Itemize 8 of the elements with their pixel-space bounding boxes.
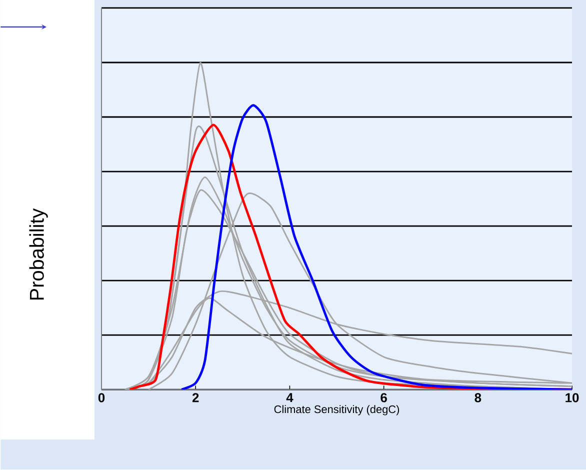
x-tick-label: 4 [286,393,294,402]
x-axis-title: Climate Sensitivity (degC) [274,405,400,416]
y-axis-title: Probability [29,208,48,300]
x-tick-label: 2 [192,393,199,402]
x-tick-label: 6 [380,393,387,403]
x-tick-label: 0 [98,393,105,403]
x-tick-label: 10 [566,393,579,403]
x-tick-label: 8 [474,393,482,403]
